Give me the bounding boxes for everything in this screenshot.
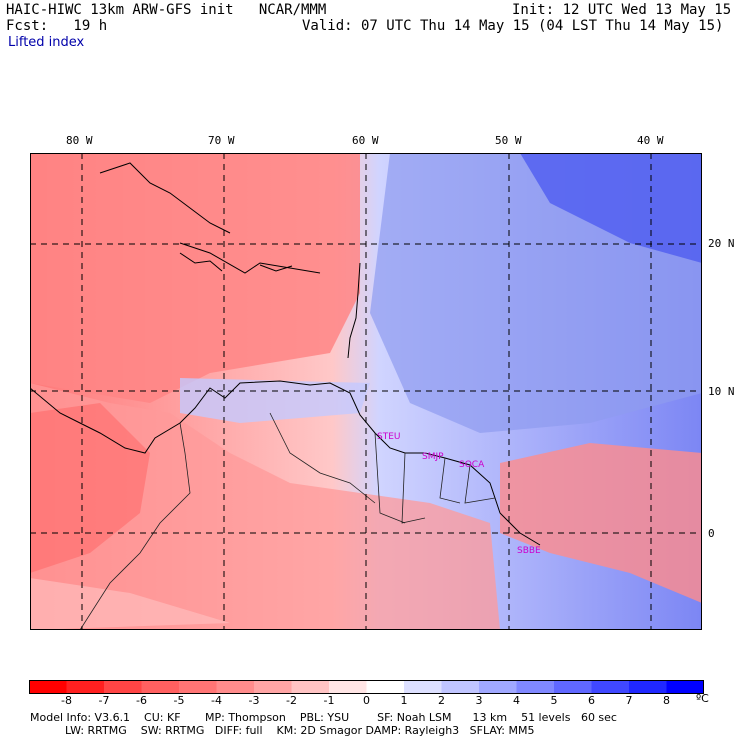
forecast-hour: Fcst: 19 h [6,18,108,34]
warm-region-caribbean [30,153,360,403]
colorbar-tick-label: 1 [400,694,408,707]
colorbar-segment [666,680,704,694]
field-name: Lifted index [8,35,85,50]
colorbar-segment [366,680,405,694]
colorbar-segment [479,680,517,694]
colorbar-tick-label: -1 [323,694,335,707]
colorbar-tick-label: -5 [173,694,185,707]
colorbar-tick-label: -3 [248,694,260,707]
colorbar-segment [516,680,555,694]
colorbar-segment [66,680,105,694]
colorbar-segment [629,680,667,694]
colorbar-tick-label: 0 [363,694,370,707]
warm-region-south-america [30,383,500,630]
colorbar-tick-label: -8 [61,694,72,707]
model-info-line2: LW: RRTMG SW: RRTMG DIFF: full KM: 2D Sm… [30,724,535,737]
station-smjp: SMJP [422,452,444,462]
colorbar-tick-label: 4 [513,694,520,707]
colorbar-segment [329,680,367,694]
lon-label-70w: 70 W [208,134,235,147]
colorbar-tick-label: 6 [588,694,595,707]
mild-region-sw [30,578,230,630]
colorbar-segment [141,680,180,694]
colorbar-segment [591,680,630,694]
lat-label-0: 0 [708,527,715,540]
colorbar-segment [179,680,217,694]
colorbar-unit: ºC [696,692,709,705]
colorbar-tick-label: -4 [211,694,222,707]
init-time: Init: 12 UTC Wed 13 May 15 [512,2,732,18]
station-soca: SOCA [459,460,485,470]
lon-label-40w: 40 W [637,134,664,147]
model-info-line1: Model Info: V3.6.1 CU: KF MP: Thompson P… [30,711,617,724]
colorbar-segment [254,680,292,694]
colorbar-tick-label: 3 [475,694,483,707]
country-borders [79,412,496,630]
colorbar [29,680,704,694]
lat-label-10n: 10 N [708,385,735,398]
lon-label-50w: 50 W [495,134,522,147]
colorbar-tick-label: 7 [625,694,633,707]
colorbar-tick-label: 5 [550,694,558,707]
lifted-index-map: STEU SMJP SOCA SBBE [30,153,702,630]
colorbar-frame [29,680,704,694]
colorbar-segment [554,680,592,694]
cool-core-northeast [520,153,702,263]
colorbar-tick-label: -2 [286,694,297,707]
station-sbbe: SBBE [517,546,541,556]
colorbar-tick-label: -7 [98,694,110,707]
coastlines [30,162,541,546]
colorbar-tick-label: -6 [136,694,147,707]
colorbar-segment [216,680,255,694]
colorbar-segment [291,680,330,694]
map-frame [30,153,702,630]
colorbar-segment [29,680,67,694]
model-title: HAIC-HIWC 13km ARW-GFS init NCAR/MMM [6,2,327,18]
colorbar-segment [104,680,142,694]
colorbar-segment [441,680,480,694]
lon-label-60w: 60 W [352,134,379,147]
colorbar-tick-label: 8 [663,694,670,707]
colorbar-tick-label: 2 [438,694,445,707]
cool-band-venezuela [180,378,370,423]
station-steu: STEU [377,432,400,442]
colorbar-segment [404,680,442,694]
valid-time: Valid: 07 UTC Thu 14 May 15 (04 LST Thu … [302,18,724,34]
graticule [30,153,702,630]
lon-label-80w: 80 W [66,134,93,147]
lat-label-20n: 20 N [708,237,735,250]
